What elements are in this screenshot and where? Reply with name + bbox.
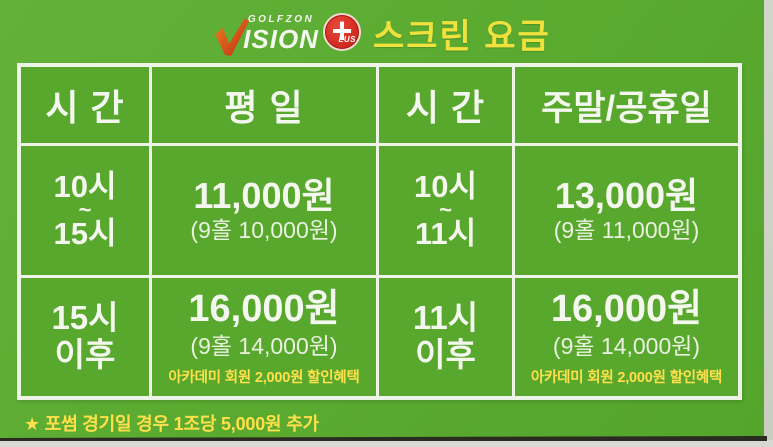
cell-weekday-early-price: 11,000원 (9홀 10,000원) <box>152 146 376 275</box>
foursome-surcharge-note: ★ 포썸 경기일 경우 1조당 5,000원 추가 <box>24 414 319 434</box>
logo-text-lus: LUS <box>338 35 356 44</box>
checkmark-v-icon <box>215 18 250 56</box>
cell-weekend-early-time: 10시 ~ 11시 <box>379 146 512 275</box>
cell-weekend-late-time: 11시 이후 <box>379 278 512 396</box>
header-cell-time-weekend: 시 간 <box>379 67 512 143</box>
nine-hole-price: (9홀 11,000원) <box>553 217 700 244</box>
tilde-separator: ~ <box>439 197 452 223</box>
cell-weekday-early-time: 10시 ~ 15시 <box>21 146 149 275</box>
cell-weekend-early-price: 13,000원 (9홀 11,000원) <box>515 146 738 275</box>
cell-weekday-late-price: 16,000원 (9홀 14,000원) 아카데미 회원 2,000원 할인혜택 <box>152 278 376 396</box>
nine-hole-price: (9홀 14,000원) <box>552 333 701 360</box>
cell-weekend-late-price: 16,000원 (9홀 14,000원) 아카데미 회원 2,000원 할인혜택 <box>515 278 738 396</box>
title-bar: GOLFZON ISION + LUS 스크린 요금 <box>0 6 764 60</box>
header-cell-weekday: 평 일 <box>152 67 376 143</box>
price-value: 13,000원 <box>554 174 699 216</box>
academy-discount-note: 아카데미 회원 2,000원 할인혜택 <box>530 370 723 387</box>
header-cell-weekend-holiday: 주말/공휴일 <box>515 67 738 143</box>
photo-edge-right <box>764 0 773 440</box>
nine-hole-price: (9홀 10,000원) <box>190 217 338 244</box>
header-cell-time-weekday: 시 간 <box>21 67 149 143</box>
cell-weekday-late-time: 15시 이후 <box>21 278 149 396</box>
page-title: 스크린 요금 <box>372 17 551 56</box>
price-table: 시 간 평 일 시 간 주말/공휴일 10시 ~ 15시 11,000원 (9홀… <box>17 63 742 400</box>
photo-edge-bottom <box>0 441 773 447</box>
nine-hole-price: (9홀 14,000원) <box>190 333 338 360</box>
academy-discount-note: 아카데미 회원 2,000원 할인혜택 <box>168 370 360 387</box>
price-value: 16,000원 <box>188 288 340 331</box>
price-value: 11,000원 <box>193 174 335 216</box>
logo-text-vision: ISION <box>243 24 319 54</box>
plus-circle-icon: + LUS <box>322 11 361 51</box>
sign-board: GOLFZON ISION + LUS 스크린 요금 시 간 평 일 시 간 주… <box>0 0 764 439</box>
logo-text-golfzon: GOLFZON <box>247 14 315 25</box>
tilde-separator: ~ <box>78 197 92 223</box>
price-value: 16,000원 <box>550 288 703 331</box>
golfzon-vision-logo: GOLFZON ISION + LUS <box>213 11 361 56</box>
